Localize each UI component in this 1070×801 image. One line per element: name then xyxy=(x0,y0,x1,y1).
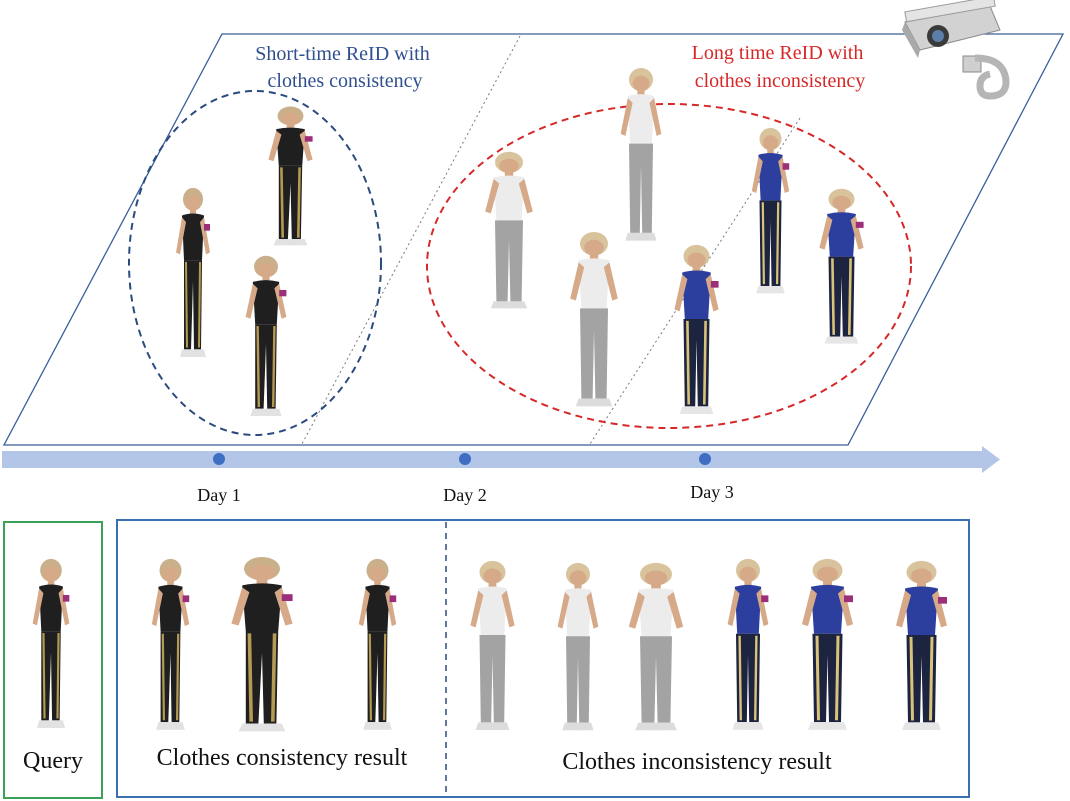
long-time-label: Long time ReID with clothes inconsistenc… xyxy=(692,42,869,92)
timeline xyxy=(2,446,1000,473)
consistency-result-label: Clothes consistency result xyxy=(157,745,408,771)
security-camera-icon xyxy=(902,0,1010,100)
short-time-ellipse xyxy=(128,90,382,436)
timeline-dot-day3 xyxy=(699,453,711,465)
person-day2-a xyxy=(485,151,533,309)
timeline-dot-day2 xyxy=(459,453,471,465)
long-time-label-line2: clothes inconsistency xyxy=(695,70,866,92)
query-label: Query xyxy=(23,748,83,774)
short-time-label-line2: clothes consistency xyxy=(268,70,423,92)
inconsistency-result-4 xyxy=(726,557,770,731)
day-separator-1 xyxy=(301,35,521,445)
inconsistency-result-2 xyxy=(557,562,599,731)
person-day1-a xyxy=(175,186,211,358)
consistency-result-1 xyxy=(150,557,191,731)
person-day3-c xyxy=(818,187,865,345)
long-time-label-line1: Long time ReID with xyxy=(692,42,864,64)
person-day1-c xyxy=(244,254,288,418)
person-day2-b xyxy=(620,67,662,241)
long-time-ellipse xyxy=(426,103,912,429)
timeline-dot-day1 xyxy=(213,453,225,465)
inconsistency-result-label: Clothes inconsistency result xyxy=(562,749,832,775)
query-person xyxy=(31,557,71,730)
inconsistency-result-3 xyxy=(628,562,684,731)
day-label-1: Day 1 xyxy=(197,485,241,505)
short-time-label: Short-time ReID with clothes consistency xyxy=(255,43,434,92)
query-box xyxy=(3,521,103,799)
timeline-arrowhead xyxy=(982,446,1000,473)
person-day1-b xyxy=(267,105,314,247)
person-day2-c xyxy=(570,231,618,407)
person-day3-b xyxy=(750,126,791,295)
day-label-3: Day 3 xyxy=(690,482,734,502)
scene-parallelogram xyxy=(2,33,1065,446)
person-day3-a xyxy=(673,243,720,416)
inconsistency-result-5 xyxy=(800,557,855,732)
timeline-bar xyxy=(2,451,984,468)
results-box xyxy=(116,519,970,798)
inconsistency-result-6 xyxy=(894,559,949,732)
short-time-label-line1: Short-time ReID with xyxy=(255,43,429,65)
inconsistency-result-1 xyxy=(470,560,515,730)
day-label-2: Day 2 xyxy=(443,485,487,505)
consistency-result-3 xyxy=(357,557,398,731)
consistency-result-2 xyxy=(229,555,295,734)
